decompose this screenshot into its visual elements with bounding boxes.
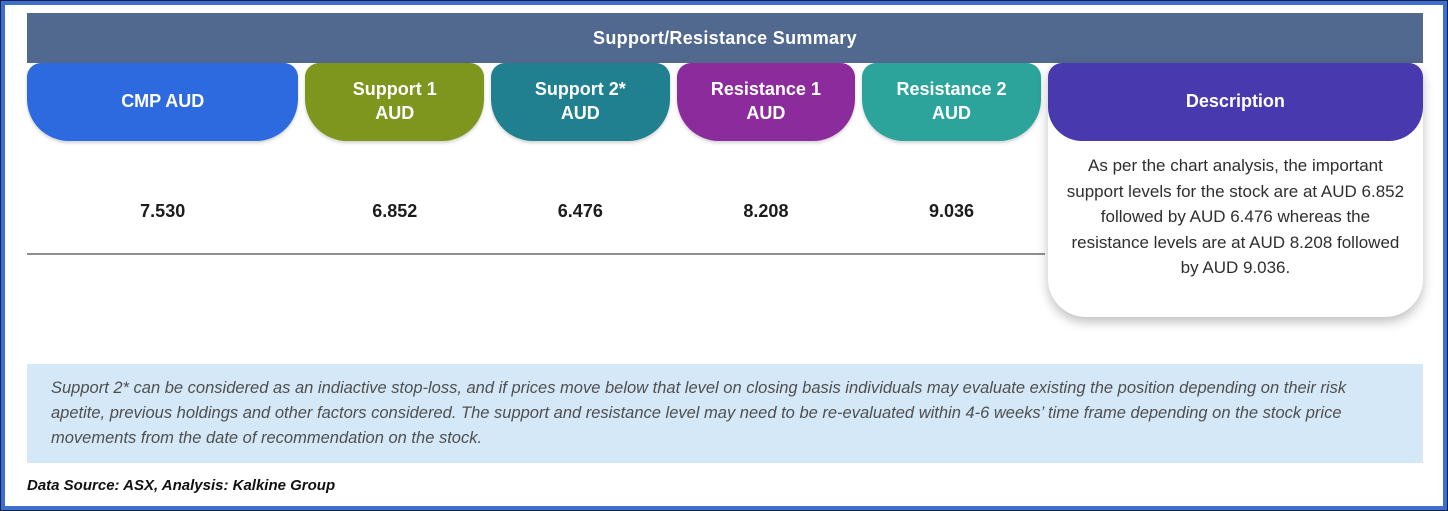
- stop-loss-note-text: Support 2* can be considered as an india…: [51, 379, 1347, 448]
- column-header-cmp: CMP AUD: [27, 63, 299, 141]
- values-divider-line: [27, 253, 1045, 255]
- column-header-label-line2: AUD: [560, 103, 600, 123]
- value-resistance1: 8.208: [743, 200, 789, 221]
- value-cmp: 7.530: [140, 200, 186, 221]
- column-header-row: CMP AUD Support 1 AUD Support 2* AUD Res…: [27, 63, 1424, 317]
- table-title: Support/Resistance Summary: [593, 27, 857, 48]
- table-title-bar: Support/Resistance Summary: [27, 13, 1423, 63]
- value-support2: 6.476: [557, 200, 603, 221]
- description-card: Description As per the chart analysis, t…: [1047, 63, 1424, 317]
- column-header-label: Description: [1185, 91, 1285, 112]
- report-body: Support/Resistance Summary CMP AUD Suppo…: [5, 5, 1443, 506]
- column-support1: Support 1 AUD: [305, 63, 485, 141]
- column-header-label-line2: AUD: [932, 103, 972, 123]
- column-resistance1: Resistance 1 AUD: [676, 63, 856, 141]
- value-resistance2: 9.036: [929, 200, 975, 221]
- column-header-label: CMP AUD: [121, 91, 205, 112]
- column-header-label: Resistance 1: [710, 79, 821, 100]
- column-header-label: Support 1: [352, 79, 437, 100]
- column-header-label-line2: AUD: [746, 103, 786, 123]
- column-header-label: Resistance 2: [896, 79, 1007, 100]
- column-cmp: CMP AUD: [27, 63, 299, 141]
- column-header-resistance1: Resistance 1 AUD: [676, 63, 856, 141]
- column-header-description: Description: [1047, 63, 1424, 141]
- column-resistance2: Resistance 2 AUD: [862, 63, 1041, 141]
- column-description: Description As per the chart analysis, t…: [1047, 63, 1424, 317]
- data-source-line: Data Source: ASX, Analysis: Kalkine Grou…: [27, 477, 336, 495]
- value-support1: 6.852: [372, 200, 418, 221]
- column-header-label-line2: AUD: [375, 103, 415, 123]
- column-header-resistance2: Resistance 2 AUD: [862, 63, 1041, 141]
- stop-loss-note: Support 2* can be considered as an india…: [27, 364, 1423, 464]
- column-header-label: Support 2*: [534, 79, 626, 100]
- column-support2: Support 2* AUD: [491, 63, 670, 141]
- column-header-support2: Support 2* AUD: [491, 63, 670, 141]
- column-header-support1: Support 1 AUD: [305, 63, 485, 141]
- values-row: 7.530 6.852 6.476 8.208 9.036: [27, 141, 1423, 253]
- description-text: As per the chart analysis, the important…: [1066, 156, 1405, 277]
